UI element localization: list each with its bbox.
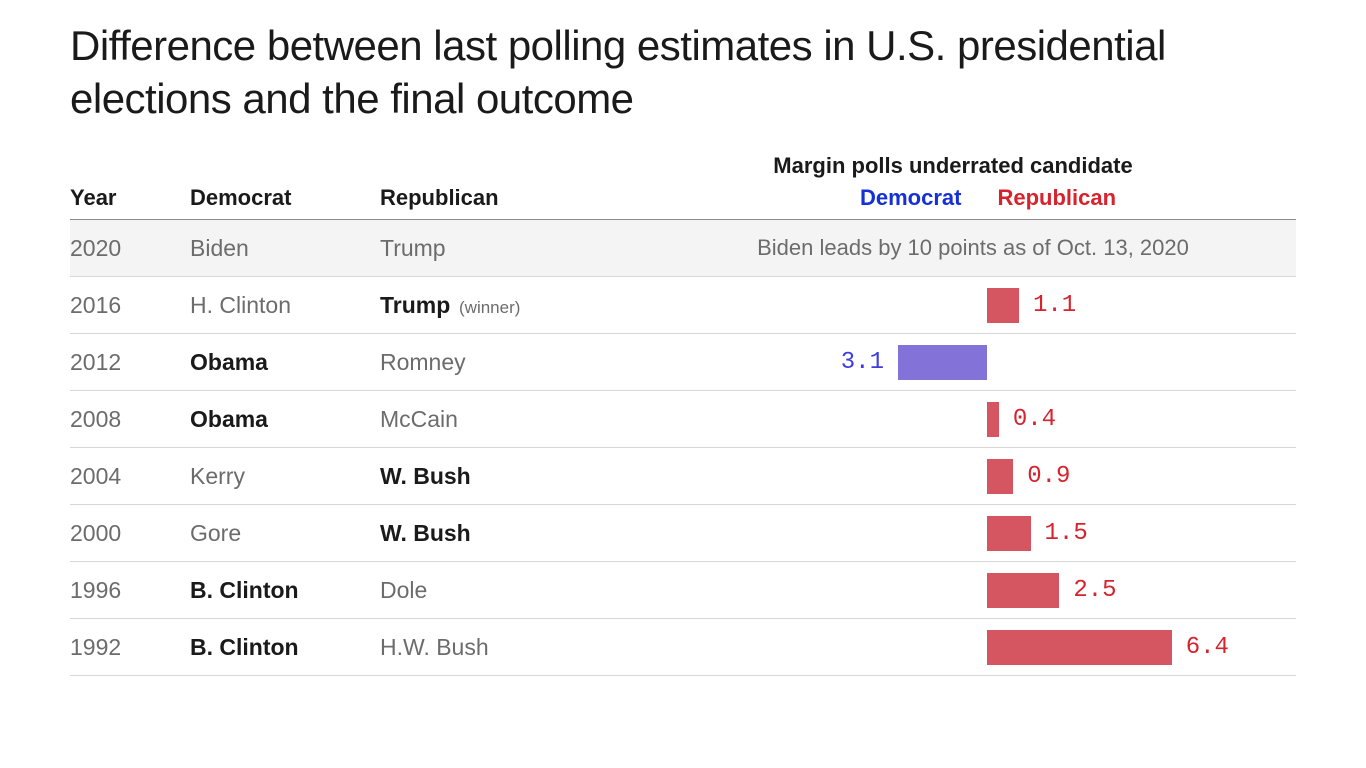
margin-sub-democrat: Democrat: [860, 185, 961, 211]
table-row: 2000GoreW. Bush 1.5: [70, 505, 1296, 562]
winner-tag: (winner): [454, 298, 520, 317]
margin-header: Margin polls underrated candidate: [610, 153, 1296, 179]
margin-value: 0.4: [1013, 391, 1056, 447]
cell-democrat: Obama: [190, 349, 380, 376]
cell-margin: 0.4: [610, 391, 1296, 447]
chart-title: Difference between last polling estimate…: [70, 20, 1296, 125]
cell-democrat: B. Clinton: [190, 577, 380, 604]
table-row: 2016H. ClintonTrump (winner) 1.1: [70, 277, 1296, 334]
cell-year: 1992: [70, 634, 190, 661]
table-header: Year Democrat Republican Margin polls un…: [70, 153, 1296, 220]
cell-republican: Dole: [380, 577, 610, 604]
margin-bar: [987, 630, 1171, 665]
margin-value: 0.9: [1027, 448, 1070, 504]
cell-year: 2004: [70, 463, 190, 490]
table-body: 2020BidenTrumpBiden leads by 10 points a…: [70, 220, 1296, 676]
margin-bar: [987, 402, 999, 437]
cell-democrat: Obama: [190, 406, 380, 433]
cell-democrat: H. Clinton: [190, 292, 380, 319]
cell-democrat: B. Clinton: [190, 634, 380, 661]
cell-year: 2000: [70, 520, 190, 547]
table-row: 2008ObamaMcCain 0.4: [70, 391, 1296, 448]
table-row: 2012ObamaRomney 3.1: [70, 334, 1296, 391]
cell-democrat: Biden: [190, 235, 380, 262]
cell-republican: Romney: [380, 349, 610, 376]
col-margin: Margin polls underrated candidate Democr…: [610, 153, 1296, 211]
margin-bar: [987, 459, 1013, 494]
margin-bar: [898, 345, 987, 380]
table-row: 2020BidenTrumpBiden leads by 10 points a…: [70, 220, 1296, 277]
cell-republican: W. Bush: [380, 463, 610, 490]
col-year: Year: [70, 185, 190, 211]
cell-year: 1996: [70, 577, 190, 604]
margin-bar: [987, 288, 1019, 323]
cell-year: 2012: [70, 349, 190, 376]
table-row: 1992B. ClintonH.W. Bush 6.4: [70, 619, 1296, 676]
cell-republican: W. Bush: [380, 520, 610, 547]
cell-republican: McCain: [380, 406, 610, 433]
margin-value: 1.5: [1045, 505, 1088, 561]
table-row: 1996B. ClintonDole 2.5: [70, 562, 1296, 619]
margin-value: 3.1: [841, 334, 884, 390]
cell-year: 2016: [70, 292, 190, 319]
cell-republican: H.W. Bush: [380, 634, 610, 661]
col-democrat: Democrat: [190, 185, 380, 211]
cell-margin: Biden leads by 10 points as of Oct. 13, …: [610, 220, 1296, 276]
cell-republican: Trump: [380, 235, 610, 262]
margin-value: 1.1: [1033, 277, 1076, 333]
cell-year: 2020: [70, 235, 190, 262]
col-republican: Republican: [380, 185, 610, 211]
margin-bar: [987, 516, 1030, 551]
cell-democrat: Kerry: [190, 463, 380, 490]
margin-bar: [987, 573, 1059, 608]
cell-margin: 1.1: [610, 277, 1296, 333]
cell-margin: 2.5: [610, 562, 1296, 618]
cell-margin: 0.9: [610, 448, 1296, 504]
margin-note: Biden leads by 10 points as of Oct. 13, …: [610, 220, 1296, 276]
cell-republican: Trump (winner): [380, 292, 610, 319]
cell-democrat: Gore: [190, 520, 380, 547]
margin-value: 6.4: [1186, 619, 1229, 675]
cell-margin: 6.4: [610, 619, 1296, 675]
margin-sub-republican: Republican: [997, 185, 1116, 211]
margin-value: 2.5: [1073, 562, 1116, 618]
table-row: 2004KerryW. Bush 0.9: [70, 448, 1296, 505]
cell-margin: 1.5: [610, 505, 1296, 561]
cell-year: 2008: [70, 406, 190, 433]
cell-margin: 3.1: [610, 334, 1296, 390]
